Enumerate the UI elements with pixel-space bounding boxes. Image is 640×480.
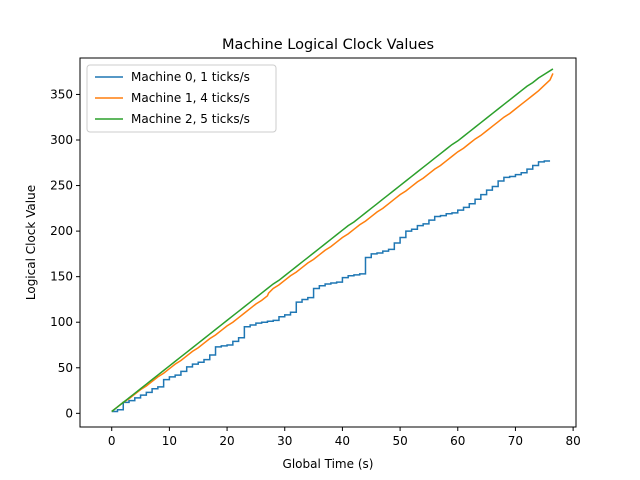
y-tick-label: 200 xyxy=(50,224,73,238)
chart-title: Machine Logical Clock Values xyxy=(222,37,434,53)
y-tick-label: 300 xyxy=(50,133,73,147)
y-tick-label: 0 xyxy=(65,406,73,420)
series-line-machine-1 xyxy=(111,73,554,413)
y-tick-label: 100 xyxy=(50,315,73,329)
y-axis: 0 50 100 150 200 250 300 350 xyxy=(50,87,80,420)
series-line-machine-0 xyxy=(111,160,551,413)
y-tick-label: 250 xyxy=(50,179,73,193)
x-tick-label: 80 xyxy=(565,434,580,448)
x-tick-label: 20 xyxy=(219,434,234,448)
plot-area xyxy=(111,68,554,413)
x-tick-label: 30 xyxy=(277,434,292,448)
x-axis-label: Global Time (s) xyxy=(283,457,374,471)
y-axis-label: Logical Clock Value xyxy=(24,185,38,300)
series-line-machine-2 xyxy=(111,68,554,413)
legend-label-machine-0: Machine 0, 1 ticks/s xyxy=(131,70,250,84)
legend-label-machine-2: Machine 2, 5 ticks/s xyxy=(131,112,250,126)
x-tick-label: 60 xyxy=(450,434,465,448)
y-tick-label: 50 xyxy=(58,361,73,375)
legend: Machine 0, 1 ticks/s Machine 1, 4 ticks/s… xyxy=(86,64,277,133)
x-tick-label: 70 xyxy=(508,434,523,448)
legend-box xyxy=(86,64,277,133)
y-tick-label: 350 xyxy=(50,87,73,101)
legend-label-machine-1: Machine 1, 4 ticks/s xyxy=(131,91,250,105)
x-tick-label: 50 xyxy=(392,434,407,448)
plot-frame xyxy=(79,57,577,428)
x-axis: 0 10 20 30 40 50 60 70 80 xyxy=(108,427,581,448)
y-tick-label: 150 xyxy=(50,270,73,284)
x-tick-label: 10 xyxy=(162,434,177,448)
x-tick-label: 0 xyxy=(108,434,116,448)
x-tick-label: 40 xyxy=(335,434,350,448)
